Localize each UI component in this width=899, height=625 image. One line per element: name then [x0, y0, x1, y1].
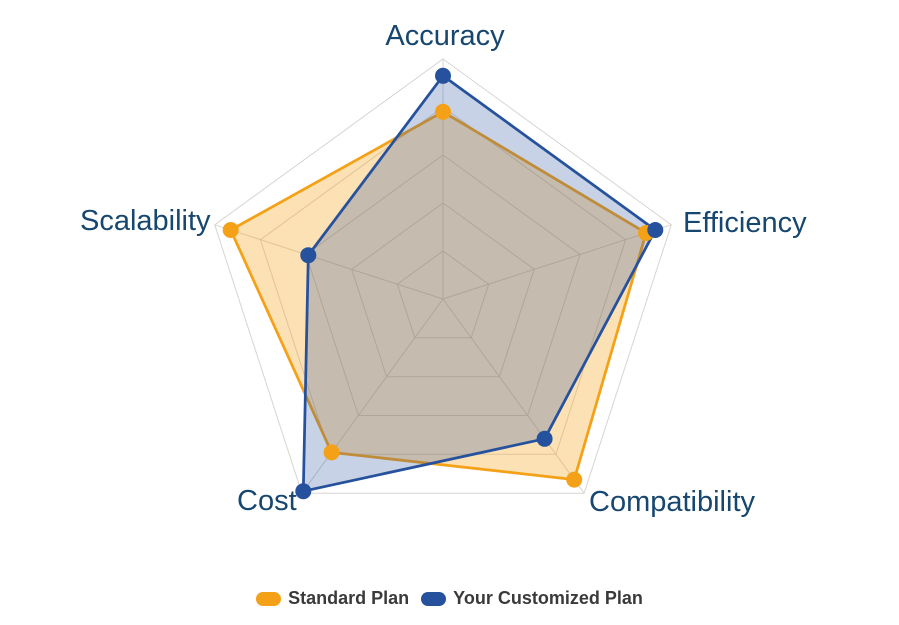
data-point-series-1 — [300, 247, 317, 264]
axis-label-efficiency: Efficiency — [683, 207, 807, 239]
axis-label-cost: Cost — [237, 485, 297, 517]
legend-label-standard-plan: Standard Plan — [288, 588, 410, 608]
data-point-series-0 — [566, 471, 583, 488]
grid-ring — [305, 154, 581, 416]
axis-spoke — [214, 224, 444, 300]
data-point-series-0 — [435, 103, 451, 120]
data-point-series-0 — [323, 444, 340, 461]
data-point-series-1 — [295, 483, 312, 500]
axis-label-compatibility: Compatibility — [589, 486, 755, 518]
axis-spoke — [442, 224, 672, 300]
legend-swatch-customized-plan — [421, 591, 447, 606]
data-point-series-1 — [536, 430, 553, 447]
data-point-series-1 — [647, 222, 664, 238]
series-area-0 — [230, 111, 647, 480]
data-point-series-1 — [435, 67, 451, 84]
axis-label-scalability: Scalability — [80, 205, 211, 237]
data-point-series-0 — [222, 222, 239, 238]
legend-item-customized-plan[interactable]: Your Customized Plan — [421, 588, 643, 609]
axis-label-accuracy: Accuracy — [385, 20, 505, 52]
legend-item-standard-plan[interactable]: Standard Plan — [256, 588, 409, 609]
legend-label-customized-plan: Your Customized Plan — [453, 588, 643, 608]
axis-spoke — [301, 298, 444, 494]
chart-legend: Standard Plan Your Customized Plan — [0, 588, 899, 609]
series-outline-1 — [301, 74, 657, 493]
grid-ring — [259, 106, 627, 455]
axis-spoke — [442, 298, 585, 494]
series-area-1 — [303, 75, 656, 492]
grid-ring — [396, 250, 490, 339]
legend-swatch-standard-plan — [256, 591, 282, 606]
grid-ring — [351, 202, 535, 378]
series-outline-0 — [229, 110, 648, 481]
grid-ring — [214, 58, 672, 494]
